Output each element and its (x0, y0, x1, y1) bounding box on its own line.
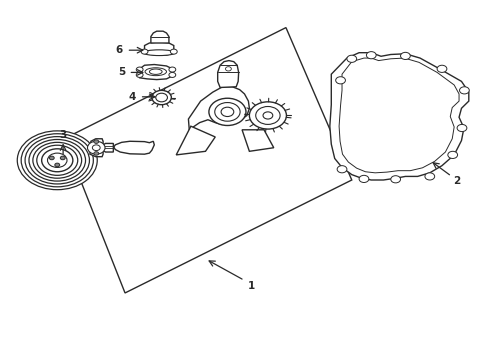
Circle shape (17, 131, 97, 190)
Circle shape (263, 112, 272, 119)
Circle shape (136, 72, 143, 77)
Circle shape (25, 136, 89, 184)
Ellipse shape (145, 68, 166, 76)
Ellipse shape (143, 50, 175, 55)
Circle shape (156, 93, 167, 102)
Circle shape (214, 103, 240, 121)
Circle shape (366, 51, 375, 59)
Polygon shape (217, 60, 238, 87)
Circle shape (447, 151, 457, 158)
Circle shape (436, 65, 446, 72)
Circle shape (47, 153, 67, 167)
Polygon shape (144, 42, 173, 55)
Polygon shape (242, 130, 273, 151)
Circle shape (208, 98, 245, 126)
Text: 6: 6 (115, 45, 122, 55)
Polygon shape (151, 31, 168, 43)
Circle shape (225, 67, 231, 71)
Circle shape (255, 107, 280, 125)
Polygon shape (140, 64, 172, 80)
Polygon shape (188, 87, 249, 132)
Circle shape (152, 90, 171, 105)
Circle shape (249, 102, 286, 129)
Polygon shape (176, 126, 215, 155)
Circle shape (400, 52, 409, 59)
Circle shape (336, 166, 346, 173)
Polygon shape (90, 139, 103, 157)
Text: 4: 4 (128, 92, 136, 102)
Text: 2: 2 (452, 176, 459, 186)
Circle shape (358, 175, 368, 183)
Circle shape (55, 163, 60, 167)
Text: 5: 5 (118, 67, 125, 77)
Circle shape (87, 141, 105, 154)
Circle shape (456, 125, 466, 132)
Circle shape (94, 140, 99, 143)
Circle shape (92, 145, 100, 150)
Polygon shape (64, 28, 351, 293)
Circle shape (33, 142, 81, 178)
Polygon shape (114, 141, 154, 154)
Text: 3: 3 (60, 130, 66, 140)
Ellipse shape (149, 69, 162, 75)
Circle shape (335, 77, 345, 84)
Circle shape (49, 156, 54, 160)
Circle shape (136, 67, 143, 72)
Polygon shape (329, 53, 468, 180)
Circle shape (346, 55, 356, 62)
Circle shape (459, 87, 468, 94)
Circle shape (21, 134, 93, 187)
Circle shape (221, 107, 233, 117)
Text: 1: 1 (248, 281, 255, 291)
Circle shape (37, 145, 78, 175)
Circle shape (390, 176, 400, 183)
Circle shape (168, 72, 175, 77)
Circle shape (60, 156, 65, 160)
Circle shape (168, 67, 175, 72)
Polygon shape (103, 143, 113, 152)
Circle shape (141, 49, 148, 54)
Polygon shape (338, 58, 458, 173)
Circle shape (94, 152, 99, 155)
Circle shape (41, 149, 73, 172)
Circle shape (29, 139, 85, 181)
Circle shape (170, 49, 177, 54)
Circle shape (424, 173, 434, 180)
